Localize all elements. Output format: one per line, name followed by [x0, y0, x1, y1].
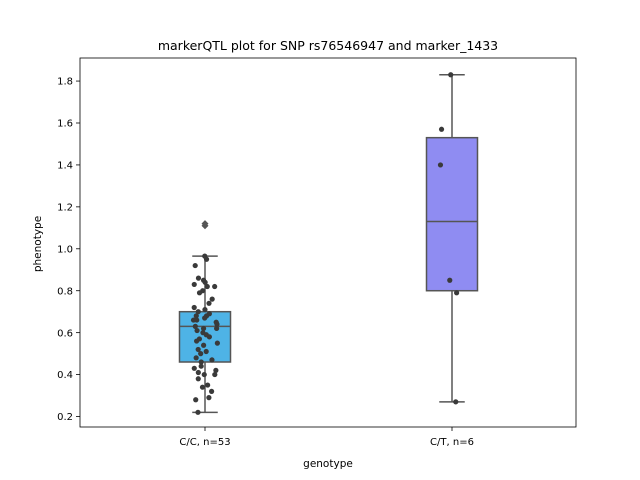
data-point: [192, 262, 198, 269]
data-point: [447, 277, 453, 283]
x-tick-label: C/T, n=6: [430, 437, 474, 448]
y-tick-label: 1.8: [57, 77, 73, 88]
data-point: [195, 409, 201, 415]
data-point: [196, 290, 203, 296]
data-point: [437, 162, 444, 168]
data-point: [205, 382, 211, 388]
data-point: [202, 306, 208, 313]
data-point: [202, 279, 208, 285]
data-point: [206, 334, 212, 340]
data-point: [195, 346, 201, 353]
data-point: [200, 325, 207, 332]
data-point: [195, 275, 202, 281]
data-point: [209, 296, 215, 302]
x-axis-label: genotype: [303, 458, 353, 470]
data-point: [194, 327, 200, 334]
data-point: [191, 365, 197, 371]
data-point: [195, 369, 201, 376]
y-tick-label: 0.2: [57, 412, 73, 423]
data-point: [438, 126, 445, 132]
data-point: [198, 363, 204, 369]
y-tick-label: 1.6: [57, 119, 73, 130]
data-point: [214, 340, 220, 346]
box: [425, 136, 479, 292]
data-point: [214, 321, 220, 327]
plot-area: 0.2 0.4 0.6 0.8 1.0 1.2 1.4 1.6 1.8 C/C, n=53 C/T,…: [57, 57, 577, 448]
data-point: [202, 315, 208, 321]
x-tick-label: C/C, n=53: [179, 437, 230, 448]
data-point: [191, 281, 197, 288]
data-point: [193, 313, 199, 319]
chart-title: markerQTL plot for SNP rs76546947 and ma…: [158, 38, 498, 53]
data-point: [213, 367, 219, 373]
data-point: [195, 309, 201, 315]
data-point: [192, 323, 198, 329]
data-point: [206, 395, 212, 401]
y-axis-label: phenotype: [32, 216, 44, 272]
data-point: [193, 397, 199, 403]
data-point: [191, 304, 197, 311]
data-point: [198, 359, 204, 365]
data-point: [209, 357, 215, 363]
data-point: [209, 388, 215, 394]
y-tick-label: 0.8: [57, 286, 73, 297]
data-point: [201, 371, 207, 378]
data-point: [214, 325, 220, 332]
data-point: [199, 384, 206, 390]
data-point: [206, 300, 212, 306]
axes-frame: [79, 57, 577, 428]
y-tick-label: 1.4: [57, 161, 73, 172]
y-tick-label: 0.4: [57, 370, 73, 381]
data-point: [212, 283, 218, 290]
data-point: [448, 72, 454, 78]
y-tick-label: 1.0: [57, 244, 73, 255]
data-point: [453, 399, 459, 405]
data-point: [201, 342, 207, 348]
y-tick-label: 0.6: [57, 328, 73, 339]
data-point: [454, 290, 460, 296]
data-point: [193, 355, 199, 361]
y-tick-label: 1.2: [57, 202, 73, 213]
data-point: [212, 371, 218, 378]
data-point: [195, 376, 201, 382]
data-point: [204, 283, 210, 290]
outlier-marker: [201, 220, 209, 228]
data-point: [193, 338, 200, 344]
data-point: [190, 317, 197, 323]
data-point: [203, 256, 210, 262]
data-point: [198, 351, 204, 357]
data-point: [203, 348, 209, 355]
